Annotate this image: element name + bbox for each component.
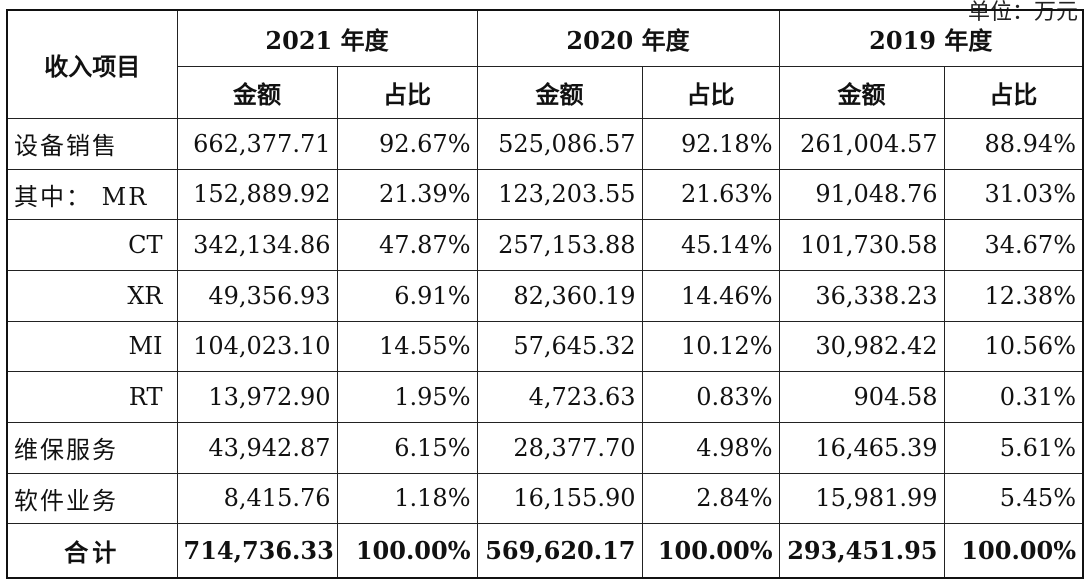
- table-row: 其中： MR 152,889.92 21.39% 123,203.55 21.63% 91…: [6, 168, 1084, 221]
- amount-cell: 16,155.90: [476, 472, 643, 525]
- amount-cell: 28,377.70: [476, 421, 643, 474]
- header-item-label: 收入项目: [6, 9, 178, 119]
- header-amount: 金额: [778, 66, 945, 119]
- total-label: 合计: [6, 523, 178, 579]
- amount-cell: 101,730.58: [778, 219, 945, 271]
- ratio-cell: 21.39%: [336, 168, 478, 221]
- header-row-subcols: 金额 占比 金额 占比 金额 占比: [7, 66, 1084, 119]
- ratio-cell: 92.18%: [641, 118, 780, 170]
- header-amount: 金额: [176, 66, 338, 119]
- row-label: RT: [6, 371, 178, 423]
- row-label: MI: [6, 320, 178, 373]
- row-label: 软件业务: [6, 472, 178, 525]
- ratio-cell: 47.87%: [336, 219, 478, 271]
- row-label: XR: [6, 269, 178, 322]
- amount-cell: 43,942.87: [176, 421, 338, 474]
- header-ratio: 占比: [943, 66, 1084, 119]
- ratio-cell: 31.03%: [943, 168, 1084, 221]
- revenue-table: 收入项目 2021 年度 2020 年度 2019 年度 金额 占比 金额 占比…: [6, 9, 1084, 579]
- amount-cell: 261,004.57: [778, 118, 945, 170]
- ratio-cell: 6.15%: [336, 421, 478, 474]
- amount-cell: 525,086.57: [476, 118, 643, 170]
- total-amount-cell: 714,736.33: [176, 523, 338, 579]
- header-year-2021: 2021 年度: [176, 9, 478, 67]
- ratio-cell: 1.18%: [336, 472, 478, 525]
- amount-cell: 57,645.32: [476, 320, 643, 373]
- amount-cell: 15,981.99: [778, 472, 945, 525]
- ratio-cell: 88.94%: [943, 118, 1084, 170]
- ratio-cell: 0.83%: [641, 371, 780, 423]
- ratio-cell: 1.95%: [336, 371, 478, 423]
- amount-cell: 82,360.19: [476, 269, 643, 322]
- ratio-cell: 92.67%: [336, 118, 478, 170]
- header-ratio: 占比: [336, 66, 478, 119]
- ratio-cell: 21.63%: [641, 168, 780, 221]
- amount-cell: 104,023.10: [176, 320, 338, 373]
- total-amount-cell: 293,451.95: [778, 523, 945, 579]
- total-ratio-cell: 100.00%: [641, 523, 780, 579]
- amount-cell: 36,338.23: [778, 269, 945, 322]
- total-amount-cell: 569,620.17: [476, 523, 643, 579]
- ratio-cell: 45.14%: [641, 219, 780, 271]
- ratio-cell: 5.61%: [943, 421, 1084, 474]
- ratio-cell: 14.46%: [641, 269, 780, 322]
- header-row-years: 收入项目 2021 年度 2020 年度 2019 年度: [6, 9, 1084, 119]
- ratio-cell: 34.67%: [943, 219, 1084, 271]
- table-row: RT 13,972.90 1.95% 4,723.63 0.83% 904.58 0.31%: [6, 371, 1084, 423]
- amount-cell: 904.58: [778, 371, 945, 423]
- row-label: 其中： MR: [6, 168, 178, 221]
- row-label: 维保服务: [6, 421, 178, 474]
- table-body: 设备销售 662,377.71 92.67% 525,086.57 92.18% 261,…: [6, 118, 1084, 579]
- ratio-cell: 10.56%: [943, 320, 1084, 373]
- amount-cell: 91,048.76: [778, 168, 945, 221]
- header-ratio: 占比: [641, 66, 780, 119]
- amount-cell: 30,982.42: [778, 320, 945, 373]
- ratio-cell: 14.55%: [336, 320, 478, 373]
- amount-cell: 342,134.86: [176, 219, 338, 271]
- table-row: MI 104,023.10 14.55% 57,645.32 10.12% 30,982.…: [6, 320, 1084, 373]
- ratio-cell: 5.45%: [943, 472, 1084, 525]
- table-row: CT 342,134.86 47.87% 257,153.88 45.14% 101,73…: [6, 219, 1084, 271]
- table-row: 设备销售 662,377.71 92.67% 525,086.57 92.18% 261,…: [6, 118, 1084, 170]
- row-label: 设备销售: [6, 118, 178, 170]
- total-ratio-cell: 100.00%: [336, 523, 478, 579]
- header-year-2019: 2019 年度: [778, 9, 1084, 67]
- ratio-cell: 4.98%: [641, 421, 780, 474]
- amount-cell: 152,889.92: [176, 168, 338, 221]
- amount-cell: 16,465.39: [778, 421, 945, 474]
- ratio-cell: 6.91%: [336, 269, 478, 322]
- row-label: CT: [6, 219, 178, 271]
- ratio-cell: 0.31%: [943, 371, 1084, 423]
- table-row: 软件业务 8,415.76 1.18% 16,155.90 2.84% 15,981.99…: [6, 472, 1084, 525]
- header-year-2020: 2020 年度: [476, 9, 780, 67]
- amount-cell: 123,203.55: [476, 168, 643, 221]
- amount-cell: 13,972.90: [176, 371, 338, 423]
- ratio-cell: 12.38%: [943, 269, 1084, 322]
- amount-cell: 4,723.63: [476, 371, 643, 423]
- amount-cell: 662,377.71: [176, 118, 338, 170]
- header-amount: 金额: [476, 66, 643, 119]
- total-ratio-cell: 100.00%: [943, 523, 1084, 579]
- ratio-cell: 10.12%: [641, 320, 780, 373]
- table-row: 维保服务 43,942.87 6.15% 28,377.70 4.98% 16,465.3…: [6, 421, 1084, 474]
- amount-cell: 257,153.88: [476, 219, 643, 271]
- amount-cell: 8,415.76: [176, 472, 338, 525]
- ratio-cell: 2.84%: [641, 472, 780, 525]
- total-row: 合计 714,736.33 100.00% 569,620.17 100.00% 293,…: [6, 523, 1084, 579]
- table-row: XR 49,356.93 6.91% 82,360.19 14.46% 36,338.23…: [6, 269, 1084, 322]
- amount-cell: 49,356.93: [176, 269, 338, 322]
